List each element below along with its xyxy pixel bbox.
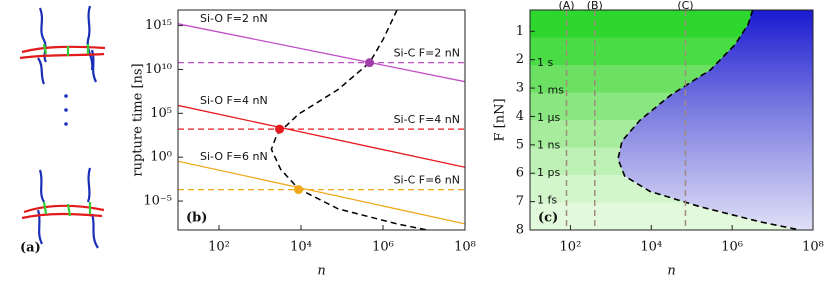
panel-label: (b) <box>186 211 207 226</box>
intersection-point <box>294 185 304 195</box>
x-tick-label: 10² <box>208 240 230 255</box>
x-tick-label: 10² <box>560 240 582 255</box>
x-axis-label: n <box>667 264 675 279</box>
plot-frame <box>177 9 466 231</box>
x-tick-label: 10⁶ <box>721 240 743 255</box>
contour-label: 1 ps <box>537 166 560 179</box>
series-annotation: Si-C F=6 nN <box>394 174 460 187</box>
y-tick-label: 7 <box>516 194 524 209</box>
plot-frame <box>529 9 814 231</box>
series-annotation: Si-O F=2 nN <box>200 12 268 25</box>
intersection-point <box>365 58 375 68</box>
y-tick-label: 10¹⁰ <box>145 62 172 77</box>
panel-label: (a) <box>20 241 41 256</box>
y-tick-label: 4 <box>516 109 524 124</box>
plot-area <box>530 10 813 230</box>
y-tick-label: 10¹⁵ <box>145 18 172 33</box>
y-tick-label: 10⁵ <box>150 106 172 121</box>
y-tick-label: 2 <box>516 52 524 67</box>
series-annotation: Si-C F=4 nN <box>394 113 460 126</box>
y-tick-label: 3 <box>516 81 524 96</box>
reference-label: (B) <box>587 0 603 12</box>
series-line <box>178 23 465 83</box>
reference-label: (A) <box>558 0 574 12</box>
panel-label: (c) <box>538 211 558 226</box>
y-tick-label: 10⁰ <box>150 150 172 165</box>
x-tick-label: 10⁶ <box>372 240 394 255</box>
contour-label: 1 fs <box>537 194 557 207</box>
reference-label: (C) <box>677 0 693 12</box>
contour-label: 1 s <box>537 56 553 69</box>
series-annotation: Si-O F=6 nN <box>200 150 268 163</box>
x-tick-label: 10⁴ <box>640 240 662 255</box>
schematic <box>19 5 106 249</box>
y-tick-label: 8 <box>516 223 524 238</box>
unstable-region <box>618 10 813 230</box>
series-line <box>178 160 465 225</box>
series-line <box>178 104 465 168</box>
x-tick-label: 10⁸ <box>802 240 824 255</box>
y-axis-label: F [nN] <box>493 98 508 141</box>
series-annotation: Si-O F=4 nN <box>200 94 268 107</box>
contour-label: 1 ms <box>537 84 564 97</box>
x-tick-label: 10⁴ <box>290 240 312 255</box>
y-tick-label: 10⁻⁵ <box>143 194 172 209</box>
x-axis-label: n <box>317 264 325 279</box>
y-tick-label: 5 <box>516 137 524 152</box>
y-tick-label: 1 <box>516 24 524 39</box>
x-tick-label: 10⁸ <box>454 240 476 255</box>
contour-label: 1 ns <box>537 139 560 152</box>
y-tick-label: 6 <box>516 166 524 181</box>
y-axis-label: rupture time [ns] <box>131 63 146 176</box>
intersection-point <box>275 124 285 134</box>
plot-area <box>178 10 465 230</box>
series-annotation: Si-C F=2 nN <box>394 47 460 60</box>
contour-label: 1 µs <box>537 111 560 124</box>
